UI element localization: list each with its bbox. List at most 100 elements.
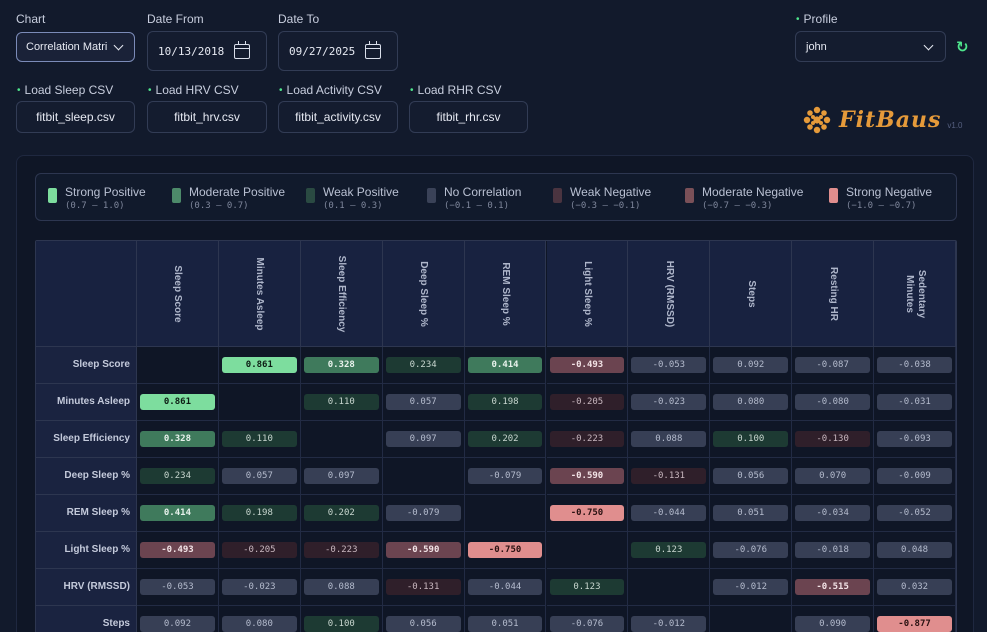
correlation-value[interactable]: 0.088	[631, 431, 707, 447]
correlation-value[interactable]: -0.590	[385, 542, 461, 558]
correlation-value[interactable]: -0.131	[385, 579, 461, 595]
correlation-value[interactable]: 0.110	[303, 394, 379, 410]
correlation-value[interactable]: -0.079	[385, 505, 461, 521]
matrix-cell: -0.080	[792, 384, 875, 421]
date-from-label: Date From	[147, 12, 204, 26]
chart-select[interactable]: Correlation Matri	[16, 32, 135, 62]
date-from-input[interactable]: 10/13/2018	[147, 31, 267, 71]
correlation-value[interactable]: 0.057	[385, 394, 461, 410]
correlation-value[interactable]: 0.056	[385, 616, 461, 632]
matrix-cell	[382, 458, 465, 495]
correlation-value[interactable]: -0.023	[221, 579, 297, 595]
correlation-value[interactable]: 0.861	[221, 357, 297, 373]
correlation-value[interactable]: -0.087	[795, 357, 871, 373]
correlation-value[interactable]: -0.205	[221, 542, 297, 558]
correlation-value[interactable]: -0.750	[549, 505, 625, 521]
load-csv-button[interactable]: fitbit_hrv.csv	[147, 101, 267, 133]
profile-select[interactable]: john	[795, 31, 946, 62]
matrix-cell: -0.590	[382, 532, 465, 569]
correlation-value[interactable]: -0.052	[877, 505, 952, 521]
correlation-value[interactable]: 0.080	[221, 616, 297, 632]
matrix-cell: -0.750	[464, 532, 547, 569]
correlation-value[interactable]: -0.018	[795, 542, 871, 558]
correlation-value[interactable]: 0.234	[140, 468, 215, 484]
matrix-row-header: Sleep Score	[36, 347, 137, 384]
column-header-label: Sleep Efficiency	[336, 255, 348, 333]
correlation-value[interactable]: 0.100	[713, 431, 789, 447]
matrix-cell: 0.092	[137, 606, 219, 632]
correlation-value[interactable]: -0.223	[549, 431, 625, 447]
load-csv-button[interactable]: fitbit_activity.csv	[278, 101, 398, 133]
correlation-value[interactable]: 0.080	[713, 394, 789, 410]
load-csv-button[interactable]: fitbit_sleep.csv	[16, 101, 135, 133]
correlation-value[interactable]: 0.100	[303, 616, 379, 632]
calendar-icon[interactable]	[365, 41, 381, 59]
correlation-value[interactable]: 0.123	[549, 579, 625, 595]
load-csv-button[interactable]: fitbit_rhr.csv	[409, 101, 528, 133]
correlation-value[interactable]: -0.023	[631, 394, 707, 410]
calendar-icon[interactable]	[234, 41, 250, 59]
correlation-value[interactable]: -0.493	[140, 542, 215, 558]
correlation-value[interactable]: -0.053	[140, 579, 215, 595]
matrix-cell: 0.100	[710, 421, 793, 458]
correlation-value[interactable]: -0.493	[549, 357, 625, 373]
correlation-value[interactable]: 0.234	[385, 357, 461, 373]
correlation-value[interactable]: 0.051	[467, 616, 543, 632]
correlation-value[interactable]: 0.092	[713, 357, 789, 373]
matrix-cell: 0.198	[218, 495, 301, 532]
correlation-value[interactable]: -0.031	[877, 394, 952, 410]
matrix-cell: -0.009	[874, 458, 956, 495]
correlation-value[interactable]: 0.110	[221, 431, 297, 447]
correlation-value[interactable]: -0.590	[549, 468, 625, 484]
legend-swatch	[48, 188, 57, 203]
correlation-value[interactable]: -0.515	[795, 579, 871, 595]
correlation-value[interactable]: 0.048	[877, 542, 952, 558]
matrix-cell: 0.048	[874, 532, 956, 569]
correlation-value[interactable]: -0.205	[549, 394, 625, 410]
correlation-value[interactable]: -0.076	[713, 542, 789, 558]
correlation-value[interactable]: 0.328	[140, 431, 215, 447]
correlation-value[interactable]: 0.032	[877, 579, 952, 595]
correlation-value[interactable]: -0.130	[795, 431, 871, 447]
correlation-value[interactable]: -0.038	[877, 357, 952, 373]
matrix-corner	[36, 241, 137, 347]
correlation-value[interactable]: 0.198	[221, 505, 297, 521]
correlation-value[interactable]: -0.877	[877, 616, 952, 632]
correlation-value[interactable]: 0.202	[467, 431, 543, 447]
correlation-value[interactable]: -0.012	[713, 579, 789, 595]
refresh-icon[interactable]: ↻	[956, 39, 969, 56]
correlation-value[interactable]: 0.414	[140, 505, 215, 521]
correlation-value[interactable]: 0.057	[221, 468, 297, 484]
correlation-value[interactable]: -0.079	[467, 468, 543, 484]
correlation-value[interactable]: -0.044	[467, 579, 543, 595]
correlation-value[interactable]: 0.414	[467, 357, 543, 373]
correlation-value[interactable]: 0.088	[303, 579, 379, 595]
correlation-value[interactable]: -0.044	[631, 505, 707, 521]
correlation-value[interactable]: 0.056	[713, 468, 789, 484]
correlation-value[interactable]: -0.080	[795, 394, 871, 410]
correlation-value[interactable]: 0.202	[303, 505, 379, 521]
correlation-value[interactable]: 0.123	[631, 542, 707, 558]
correlation-value[interactable]: 0.861	[140, 394, 215, 410]
correlation-value[interactable]: 0.070	[795, 468, 871, 484]
column-header-label: Resting HR	[827, 267, 839, 321]
matrix-cell: -0.223	[300, 532, 383, 569]
correlation-value[interactable]: 0.328	[303, 357, 379, 373]
correlation-value[interactable]: -0.009	[877, 468, 952, 484]
correlation-value[interactable]: -0.750	[467, 542, 543, 558]
date-to-input[interactable]: 09/27/2025	[278, 31, 398, 71]
correlation-value[interactable]: 0.090	[795, 616, 871, 632]
correlation-value[interactable]: -0.076	[549, 616, 625, 632]
correlation-value[interactable]: 0.198	[467, 394, 543, 410]
correlation-value[interactable]: -0.053	[631, 357, 707, 373]
correlation-value[interactable]: -0.034	[795, 505, 871, 521]
correlation-value[interactable]: -0.093	[877, 431, 952, 447]
correlation-value[interactable]: -0.012	[631, 616, 707, 632]
correlation-value[interactable]: 0.097	[385, 431, 461, 447]
correlation-value[interactable]: -0.223	[303, 542, 379, 558]
correlation-value[interactable]: 0.051	[713, 505, 789, 521]
correlation-value[interactable]: 0.092	[140, 616, 215, 632]
correlation-value[interactable]: -0.131	[631, 468, 707, 484]
correlation-value[interactable]: 0.097	[303, 468, 379, 484]
legend-range: (0.1 – 0.3)	[323, 201, 383, 211]
